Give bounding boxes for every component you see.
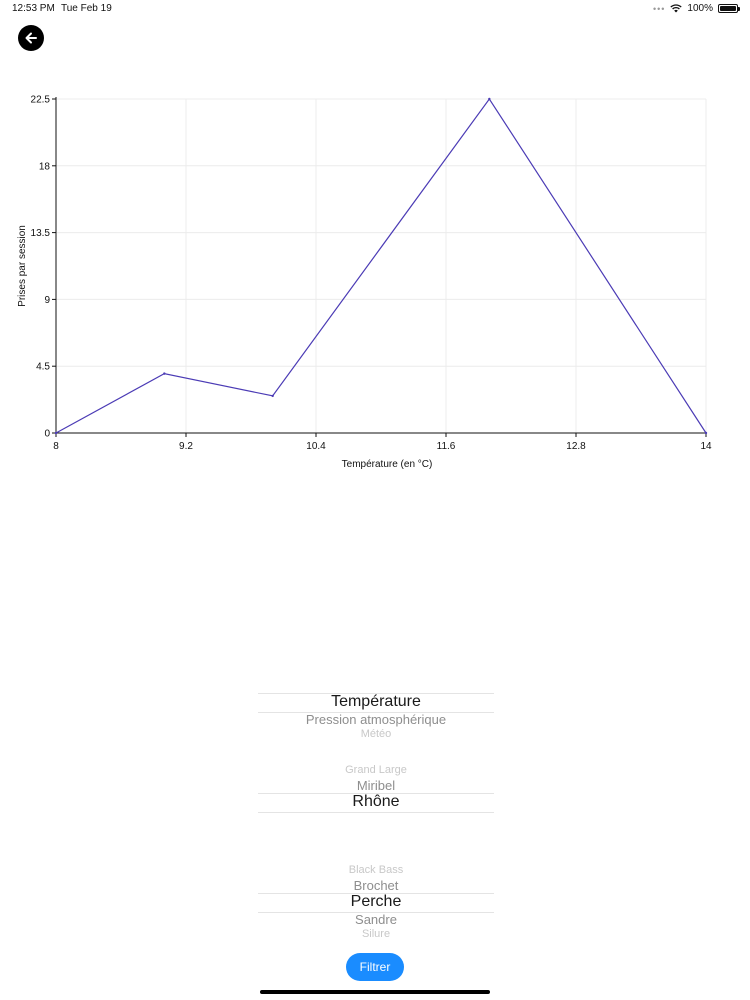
dots-icon: •••	[652, 3, 666, 14]
series-line	[55, 97, 707, 434]
x-tick-label: 14	[700, 441, 712, 452]
picker-item[interactable]: Météo	[360, 727, 392, 740]
y-tick-label: 4.5	[36, 362, 50, 373]
y-tick-label: 18	[39, 161, 51, 172]
y-tick-label: 13.5	[31, 228, 51, 239]
home-indicator	[260, 990, 490, 994]
picker-item[interactable]: Sandre	[355, 911, 397, 927]
y-tick-label: 22.5	[31, 95, 51, 106]
y-axis-label: Prises par session	[17, 225, 28, 307]
status-right: ••• 100%	[652, 3, 740, 14]
x-axis-label: Température (en °C)	[342, 459, 433, 470]
battery-percent: 100%	[687, 3, 713, 14]
y-tick-label: 0	[44, 429, 50, 440]
picker-item[interactable]: Rhône	[352, 793, 400, 810]
x-tick-label: 12.8	[566, 441, 586, 452]
picker-item[interactable]: Pression atmosphérique	[305, 711, 447, 727]
x-tick-label: 11.6	[437, 441, 456, 452]
filter-button[interactable]: Filtrer	[346, 953, 404, 981]
wifi-icon	[670, 4, 683, 13]
picker-item[interactable]: Miribel	[356, 777, 396, 793]
y-tick-label: 9	[44, 295, 50, 306]
x-tick-label: 9.2	[179, 441, 193, 452]
picker-item[interactable]: Grand Large	[345, 763, 407, 776]
picker-item[interactable]: Black Bass	[348, 863, 404, 876]
data-point	[163, 372, 166, 375]
status-bar: 12:53 PM Tue Feb 19 ••• 100%	[0, 0, 750, 18]
picker-item[interactable]: Brochet	[353, 877, 399, 893]
battery-icon	[718, 4, 740, 13]
data-point	[54, 431, 58, 435]
status-time: 12:53 PM	[12, 3, 55, 14]
picker-item[interactable]: Perche	[350, 893, 402, 910]
x-tick-label: 8	[53, 441, 59, 452]
picker-item[interactable]: Silure	[361, 927, 391, 940]
x-tick-label: 10.4	[306, 441, 326, 452]
line-chart: 8 9.2 10.4 11.6 12.8 14 0 4.5 9 13.5 18 22.5 Tempéra…	[17, 95, 712, 471]
data-point	[488, 97, 491, 101]
data-point	[271, 394, 274, 398]
picker-selection-band	[258, 693, 494, 713]
picker-selection-band	[258, 793, 494, 813]
picker-selection-band	[258, 893, 494, 913]
picker-item[interactable]: Température	[331, 693, 421, 710]
status-date: Tue Feb 19	[61, 3, 112, 14]
arrow-left-icon	[25, 32, 37, 44]
back-button[interactable]	[18, 25, 44, 51]
data-point	[704, 431, 708, 435]
